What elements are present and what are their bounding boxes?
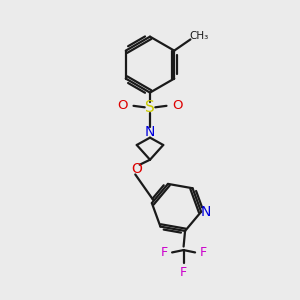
Text: S: S [145,100,155,115]
Text: F: F [200,246,207,259]
Text: O: O [172,99,182,112]
Text: CH₃: CH₃ [189,31,208,41]
Text: N: N [145,125,155,139]
Text: O: O [118,99,128,112]
Text: N: N [200,205,211,219]
Text: F: F [180,266,187,279]
Text: O: O [131,162,142,176]
Text: F: F [160,246,167,259]
